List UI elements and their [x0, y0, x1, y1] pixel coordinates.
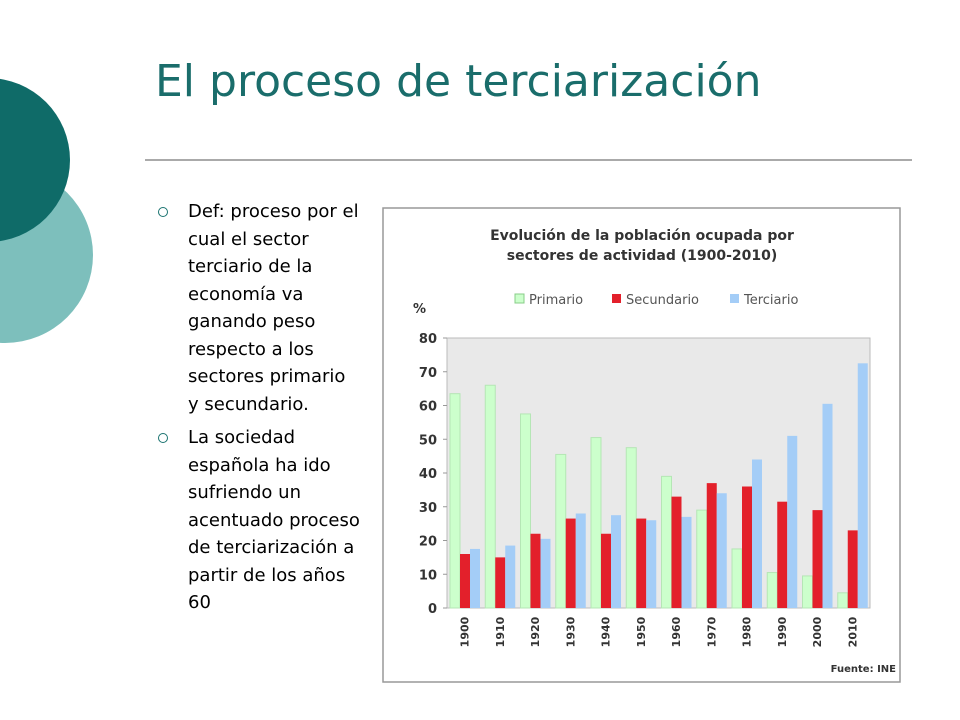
y-tick-label: 10: [419, 568, 437, 583]
x-tick-label: 1960: [670, 616, 683, 647]
y-tick-label: 80: [419, 332, 437, 347]
bar: [847, 530, 858, 608]
y-tick-label: 40: [419, 467, 437, 482]
chart-title: Evolución de la población ocupada por: [490, 228, 794, 244]
x-tick-label: 1930: [564, 616, 577, 647]
bar: [590, 437, 602, 609]
x-tick-label: 1970: [705, 616, 718, 647]
bar: [696, 509, 708, 609]
legend-swatch: [612, 294, 621, 303]
bullet: La sociedad española ha ido sufriendo un…: [155, 424, 360, 617]
bar: [646, 520, 657, 608]
bar: [661, 475, 672, 609]
x-tick-label: 1910: [494, 616, 507, 647]
bullet: Def: proceso por el cual el sector terci…: [155, 198, 360, 418]
legend-label: Primario: [529, 293, 583, 308]
bar: [625, 447, 637, 609]
source-note: Fuente: INE: [831, 664, 896, 675]
legend-label: Secundario: [626, 293, 699, 308]
bar: [575, 513, 586, 608]
bar: [540, 538, 551, 608]
slide-title: El proceso de terciarización: [155, 56, 761, 107]
bar: [611, 515, 621, 608]
bar: [812, 510, 823, 608]
bar: [742, 486, 752, 608]
bar: [752, 459, 762, 608]
legend-swatch: [514, 293, 525, 304]
bar: [460, 554, 470, 608]
y-tick-label: 20: [419, 535, 437, 550]
chart-title: sectores de actividad (1900-2010): [507, 248, 778, 264]
bar: [505, 545, 516, 608]
y-tick-label: 0: [428, 602, 437, 617]
y-tick-label: 60: [419, 400, 437, 415]
bar: [731, 548, 743, 609]
bullet-list: Def: proceso por el cual el sector terci…: [155, 198, 360, 623]
x-tick-label: 2010: [846, 616, 859, 647]
y-tick-label: 70: [419, 366, 437, 381]
x-tick-label: 2000: [811, 616, 824, 647]
y-tick-label: 50: [419, 433, 437, 448]
x-tick-label: 1940: [600, 616, 613, 647]
bar: [601, 533, 611, 608]
y-tick-label: 30: [419, 501, 437, 516]
bar: [470, 548, 480, 608]
bar: [449, 393, 461, 609]
bar: [636, 518, 647, 608]
x-tick-label: 1950: [635, 616, 648, 647]
x-tick-label: 1990: [776, 616, 789, 647]
bar: [766, 572, 778, 609]
legend-label: Terciario: [743, 293, 798, 308]
chart: Evolución de la población ocupada por sec…: [413, 228, 896, 675]
bar: [777, 501, 788, 608]
x-tick-label: 1980: [741, 616, 754, 647]
decor-circle: [0, 78, 70, 242]
bar: [837, 592, 849, 609]
bar: [671, 496, 682, 608]
x-tick-label: 1900: [459, 616, 472, 647]
bar: [716, 493, 727, 608]
bar: [681, 516, 692, 608]
bar: [565, 518, 576, 608]
bar: [495, 557, 506, 608]
bar: [802, 575, 813, 609]
x-tick-label: 1920: [529, 616, 542, 647]
bar: [822, 403, 833, 608]
bar: [484, 384, 496, 609]
bar: [857, 363, 868, 608]
y-axis-label: %: [413, 302, 426, 317]
bar: [520, 413, 531, 609]
bar: [530, 533, 541, 608]
bar: [555, 453, 567, 609]
legend-swatch: [730, 294, 739, 303]
bar: [787, 435, 798, 608]
bar: [706, 483, 717, 608]
